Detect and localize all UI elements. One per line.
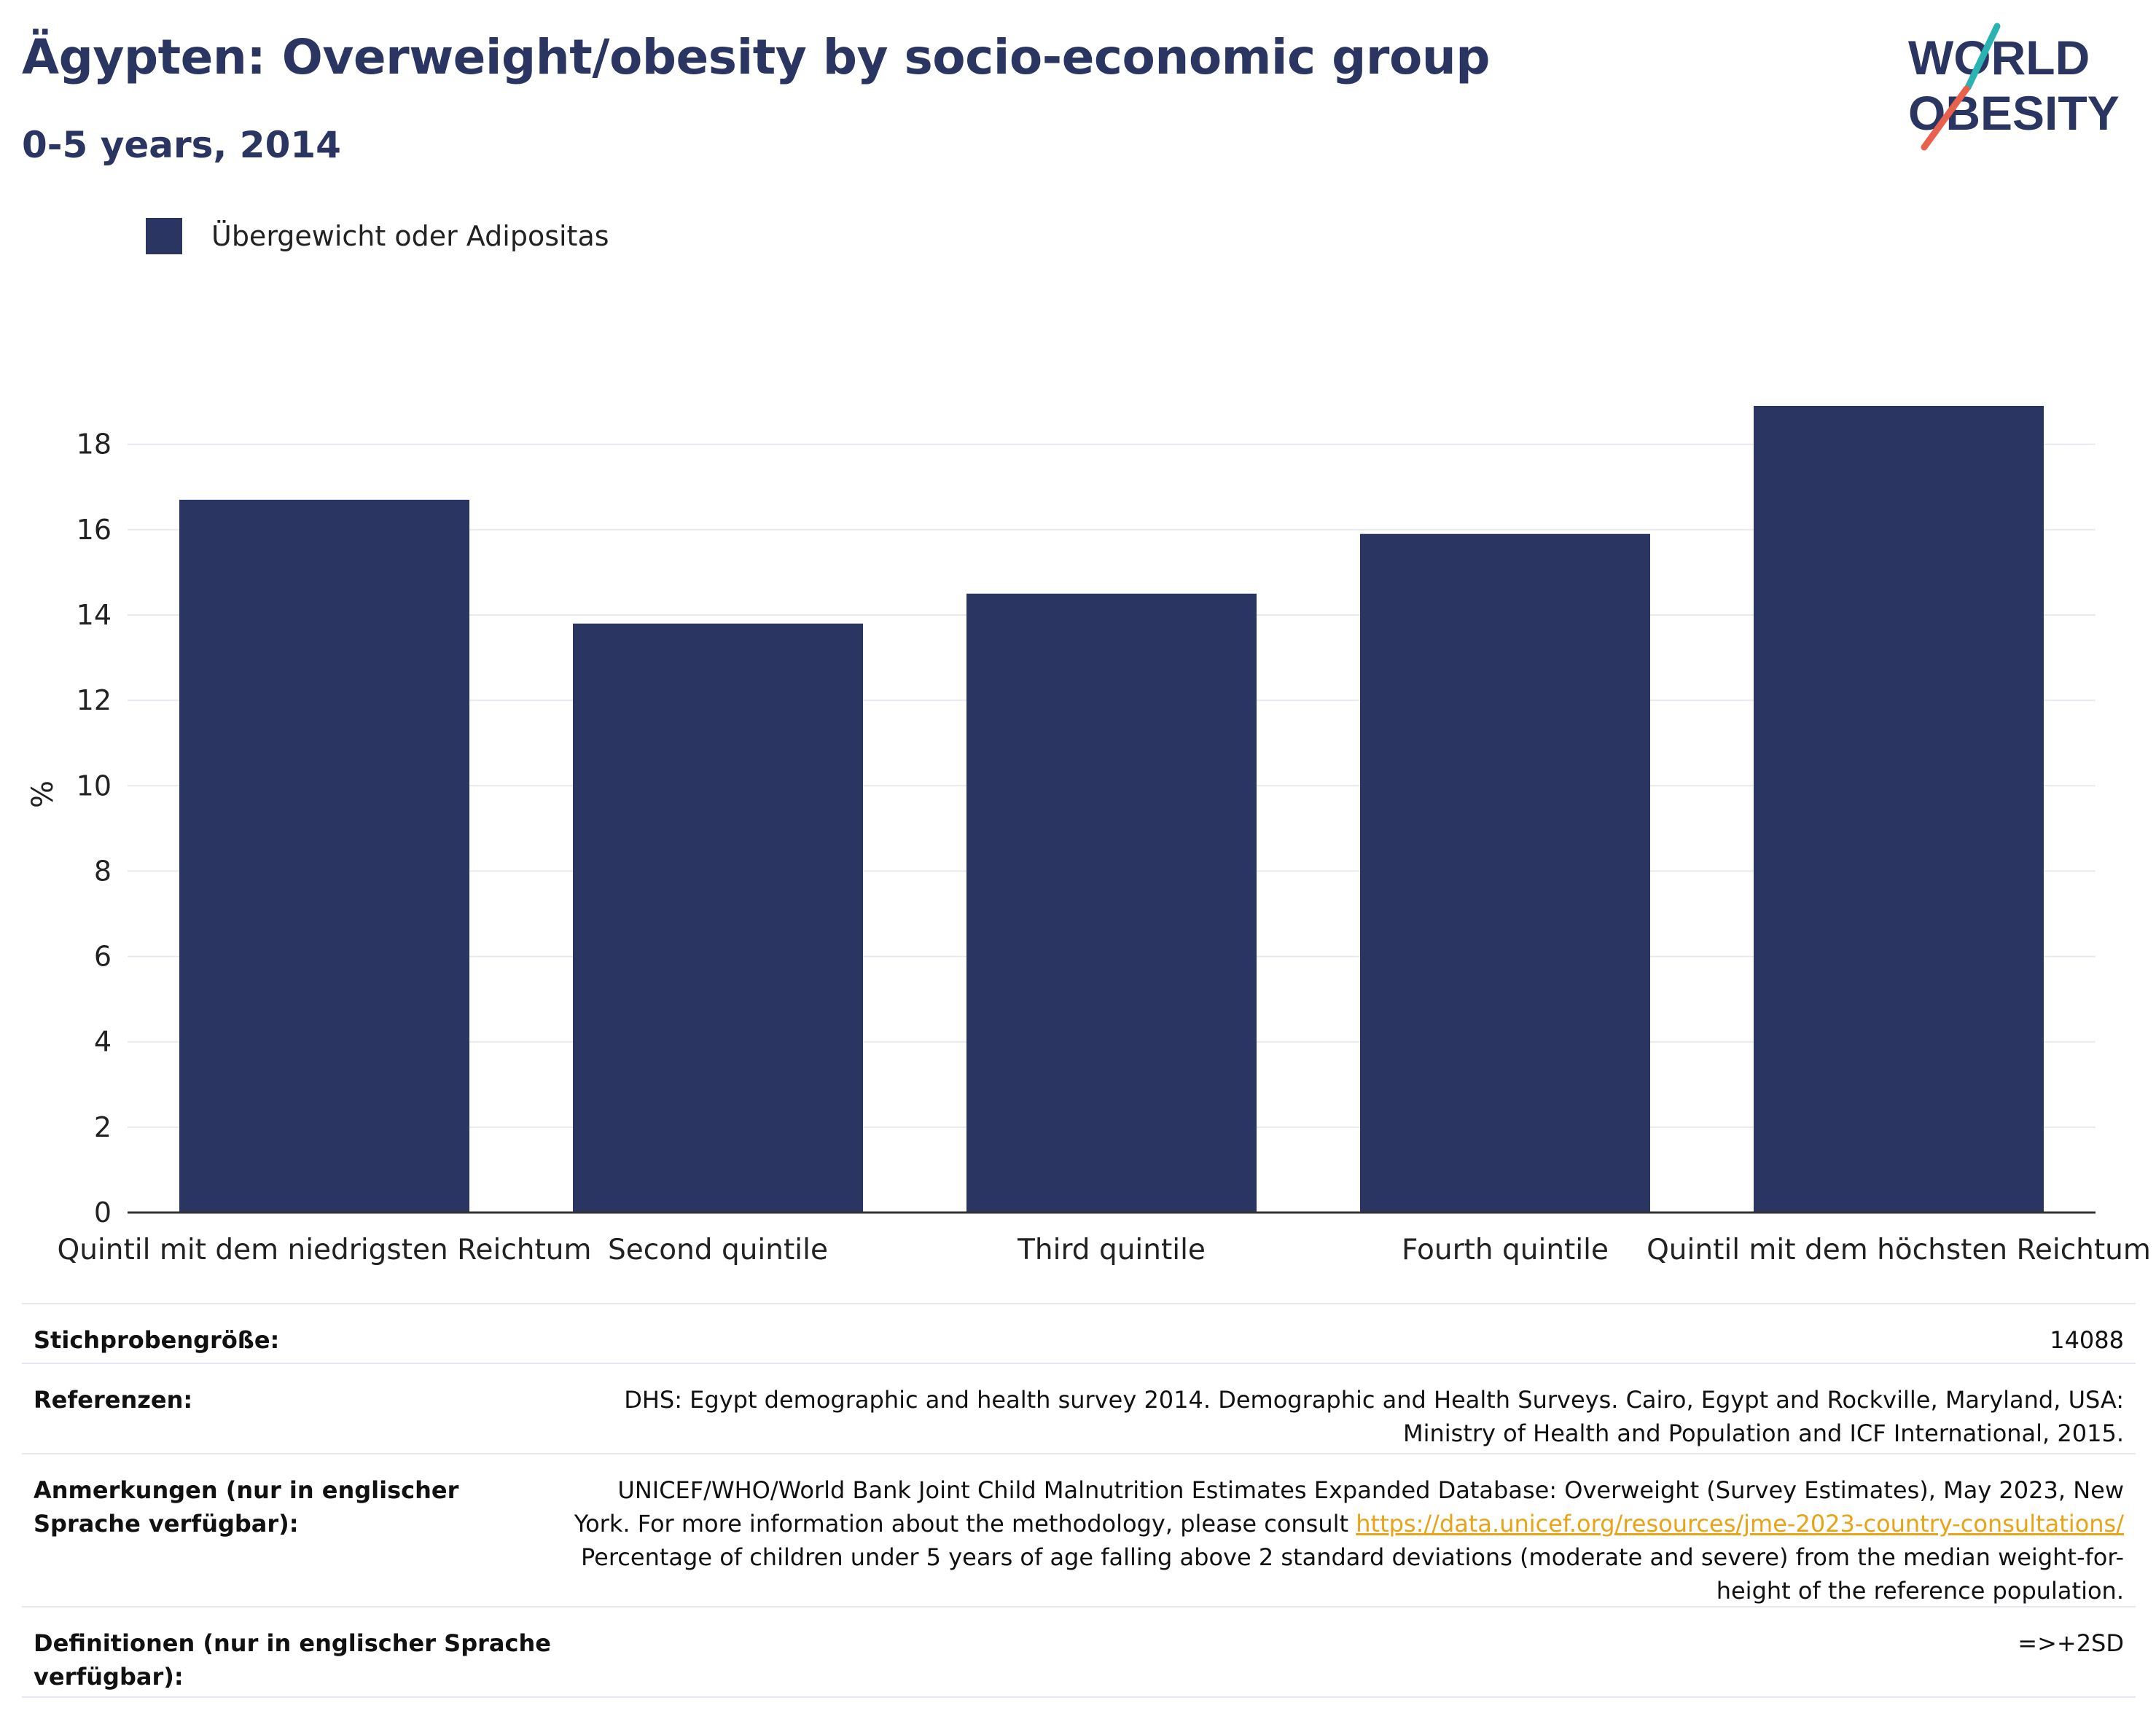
y-tick-label: 14	[77, 599, 112, 631]
legend-label: Übergewicht oder Adipositas	[211, 220, 609, 252]
meta-line: Percentage of children under 5 years of …	[581, 1543, 2124, 1571]
y-tick-label: 10	[77, 769, 112, 802]
logo-line2: OBESITY	[1908, 86, 2120, 140]
meta-line: UNICEF/WHO/World Bank Joint Child Malnut…	[617, 1476, 2124, 1504]
meta-row-definitions: Definitionen (nur in englischer Sprache …	[22, 1606, 2136, 1698]
meta-row-references: Referenzen: DHS: Egypt demographic and h…	[22, 1363, 2136, 1453]
y-tick-label: 12	[77, 684, 112, 716]
meta-row-notes: Anmerkungen (nur in englischer Sprache v…	[22, 1453, 2136, 1606]
methodology-link[interactable]: https://data.unicef.org/resources/jme-20…	[1356, 1510, 2124, 1538]
meta-key: Referenzen:	[34, 1386, 193, 1414]
legend: Übergewicht oder Adipositas	[146, 217, 609, 255]
y-tick-label: 2	[94, 1111, 112, 1143]
meta-key: Stichprobengröße:	[34, 1326, 280, 1354]
meta-line: Ministry of Health and Population and IC…	[1402, 1419, 2124, 1447]
y-axis-label: %	[26, 780, 60, 808]
meta-line: York. For more information about the met…	[574, 1510, 2124, 1538]
y-tick-label: 18	[77, 428, 112, 461]
y-tick-label: 6	[94, 941, 112, 973]
meta-value: UNICEF/WHO/World Bank Joint Child Malnut…	[558, 1473, 2124, 1606]
logo-teal-slash	[1964, 23, 2001, 91]
y-tick-label: 4	[94, 1026, 112, 1058]
bar	[573, 623, 863, 1213]
metadata-table: Stichprobengröße: 14088 Referenzen: DHS:…	[22, 1303, 2136, 1698]
meta-line: =>+2SD	[2018, 1629, 2124, 1657]
logo-line1: WORLD	[1908, 31, 2090, 85]
meta-key: Definitionen (nur in englischer Sprache …	[34, 1629, 551, 1691]
y-tick-label: 16	[77, 514, 112, 546]
logo-coral-slash	[1921, 85, 1970, 151]
meta-line: height of the reference population.	[1716, 1577, 2124, 1605]
world-obesity-logo: WORLD OBESITY	[1908, 23, 2120, 151]
meta-key: Anmerkungen (nur in englischer Sprache v…	[34, 1476, 459, 1538]
x-tick-label: Fourth quintile	[1402, 1234, 1609, 1266]
bar	[1754, 406, 2044, 1213]
y-tick-label: 0	[94, 1197, 112, 1229]
meta-line: DHS: Egypt demographic and health survey…	[624, 1386, 2124, 1414]
meta-value: DHS: Egypt demographic and health survey…	[558, 1383, 2124, 1453]
bar	[966, 593, 1257, 1213]
x-tick-label: Quintil mit dem niedrigsten Reichtum	[58, 1234, 592, 1266]
meta-line: 14088	[2050, 1326, 2124, 1354]
legend-swatch	[146, 218, 182, 254]
meta-row-sample-size: Stichprobengröße: 14088	[22, 1303, 2136, 1363]
chart-title: Ägypten: Overweight/obesity by socio-eco…	[22, 29, 1491, 85]
bar-chart: 0 2 4 6 8 10 12 14 16 18% Quintil mit dem niedrigs…	[26, 406, 2151, 1266]
x-tick-label: Second quintile	[608, 1234, 828, 1266]
x-tick-label: Third quintile	[1017, 1234, 1206, 1266]
chart-subtitle: 0-5 years, 2014	[22, 124, 341, 166]
bar	[1360, 533, 1650, 1213]
meta-value: 14088	[558, 1323, 2124, 1363]
x-tick-label: Quintil mit dem höchsten Reichtum	[1647, 1234, 2151, 1266]
meta-value: =>+2SD	[558, 1626, 2124, 1696]
y-tick-label: 8	[94, 855, 112, 887]
bar	[179, 499, 469, 1213]
